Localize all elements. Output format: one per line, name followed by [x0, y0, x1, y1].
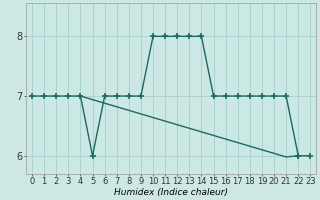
X-axis label: Humidex (Indice chaleur): Humidex (Indice chaleur): [114, 188, 228, 197]
